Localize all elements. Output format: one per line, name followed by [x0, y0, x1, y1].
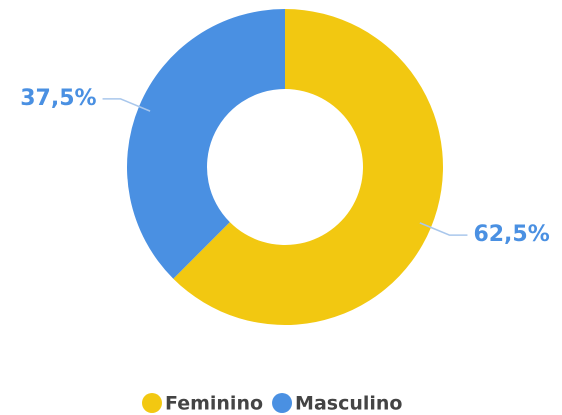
donut-slice: [126, 9, 285, 279]
value-label: 37,5%: [20, 86, 96, 111]
donut-slice: [173, 9, 443, 325]
legend-swatch: [142, 393, 162, 413]
legend-label: Feminino: [165, 393, 263, 415]
leader-line: [419, 222, 468, 236]
legend-swatch: [272, 393, 293, 413]
value-label: 62,5%: [473, 222, 549, 247]
legend-label: Masculino: [295, 393, 402, 415]
leader-line: [102, 98, 151, 112]
